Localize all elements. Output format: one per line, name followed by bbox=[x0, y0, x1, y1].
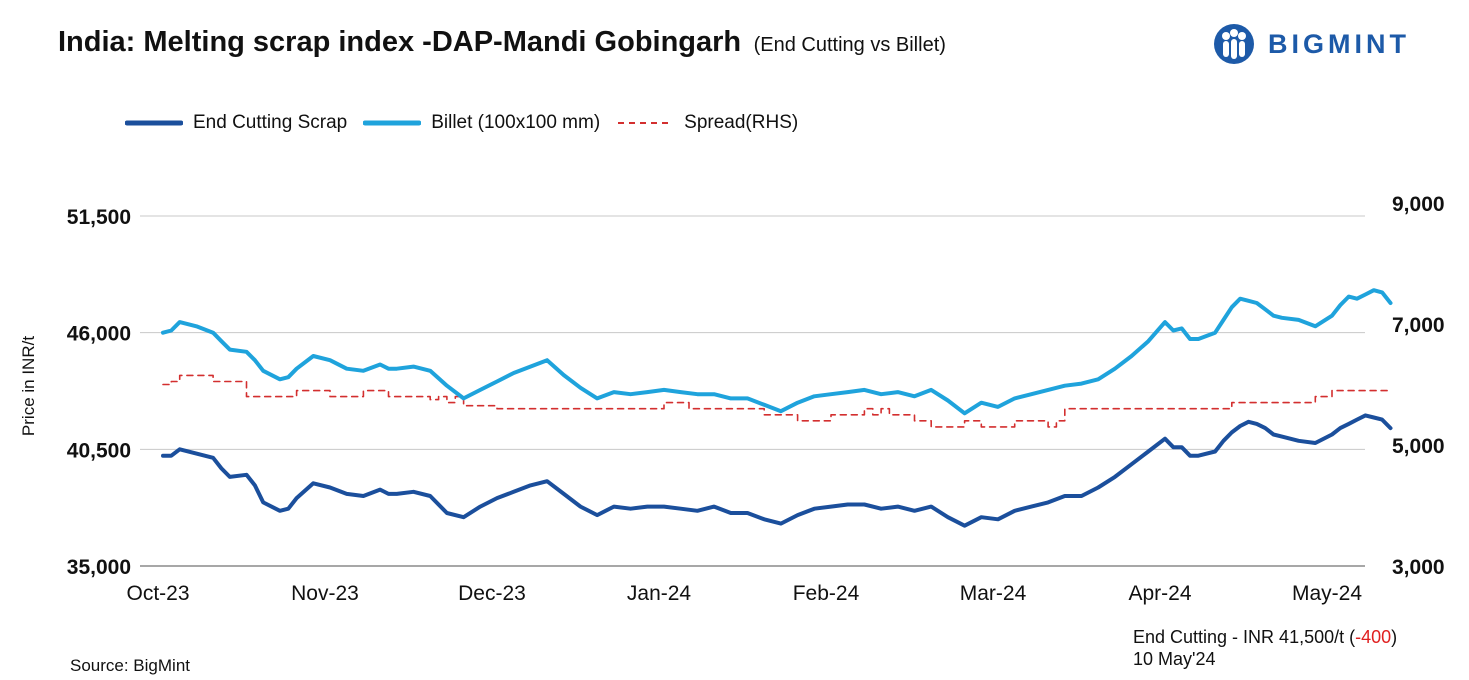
legend-item-billet: Billet (100x100 mm) bbox=[363, 112, 600, 134]
series-line-billet bbox=[161, 288, 1393, 416]
y-tick-label-right: 3,000 bbox=[1392, 556, 1445, 579]
logo-text: BIGMINT bbox=[1268, 28, 1410, 59]
chart-title: India: Melting scrap index -DAP-Mandi Go… bbox=[58, 26, 742, 58]
legend-item-spread: Spread(RHS) bbox=[616, 112, 798, 134]
legend-label-scrap: End Cutting Scrap bbox=[193, 112, 348, 133]
y-tick-label-left: 35,000 bbox=[67, 556, 131, 579]
series-lines bbox=[161, 288, 1393, 528]
bigmint-logo-icon bbox=[1214, 24, 1254, 64]
y-tick-label-right: 5,000 bbox=[1392, 435, 1445, 458]
axis-labels: 35,000 40,500 46,000 51,500 3,000 5,000 7,000 9… bbox=[67, 193, 1445, 605]
latest-price-change: -400 bbox=[1355, 627, 1392, 647]
y-axis-label-left: Price in INR/t bbox=[19, 335, 38, 437]
legend-label-billet: Billet (100x100 mm) bbox=[431, 112, 601, 133]
legend-swatch-billet bbox=[363, 120, 422, 126]
x-tick-label: Jan-24 bbox=[627, 582, 692, 605]
source-note: Source: BigMint bbox=[70, 656, 190, 675]
y-tick-label-left: 51,500 bbox=[67, 206, 131, 229]
latest-price-date: 10 May'24 bbox=[1133, 649, 1216, 669]
legend-label-spread: Spread(RHS) bbox=[684, 112, 799, 133]
x-tick-label: Oct-23 bbox=[126, 582, 189, 605]
chart-subtitle: (End Cutting vs Billet) bbox=[753, 34, 946, 56]
bigmint-logo: BIGMINT bbox=[1212, 22, 1410, 66]
y-tick-label-left: 46,000 bbox=[67, 323, 131, 346]
legend-swatch-spread bbox=[618, 122, 673, 124]
legend-swatch-scrap bbox=[125, 120, 183, 126]
x-tick-label: Nov-23 bbox=[291, 582, 359, 605]
x-tick-label: Dec-23 bbox=[458, 582, 526, 605]
x-tick-label: May-24 bbox=[1292, 582, 1362, 605]
latest-price-prefix: End Cutting - INR 41,500/t ( bbox=[1133, 627, 1356, 647]
latest-price-note: End Cutting - INR 41,500/t (-400) 10 May… bbox=[1133, 626, 1397, 670]
chart-legend: End Cutting Scrap Billet (100x100 mm) Sp… bbox=[125, 112, 814, 134]
latest-price-suffix: ) bbox=[1391, 627, 1398, 647]
x-tick-label: Feb-24 bbox=[793, 582, 860, 605]
series-line-scrap bbox=[161, 413, 1393, 528]
latest-price-line: End Cutting - INR 41,500/t (-400) bbox=[1133, 626, 1397, 648]
chart-title-block: India: Melting scrap index -DAP-Mandi Go… bbox=[58, 26, 946, 59]
legend-item-scrap: End Cutting Scrap bbox=[125, 112, 347, 134]
gridlines bbox=[140, 215, 1365, 567]
series-line-spread bbox=[162, 374, 1392, 428]
y-tick-label-right: 9,000 bbox=[1392, 193, 1445, 216]
x-tick-label: Mar-24 bbox=[960, 582, 1027, 605]
x-tick-label: Apr-24 bbox=[1128, 582, 1191, 605]
y-tick-label-right: 7,000 bbox=[1392, 314, 1445, 337]
y-tick-label-left: 40,500 bbox=[67, 439, 131, 462]
